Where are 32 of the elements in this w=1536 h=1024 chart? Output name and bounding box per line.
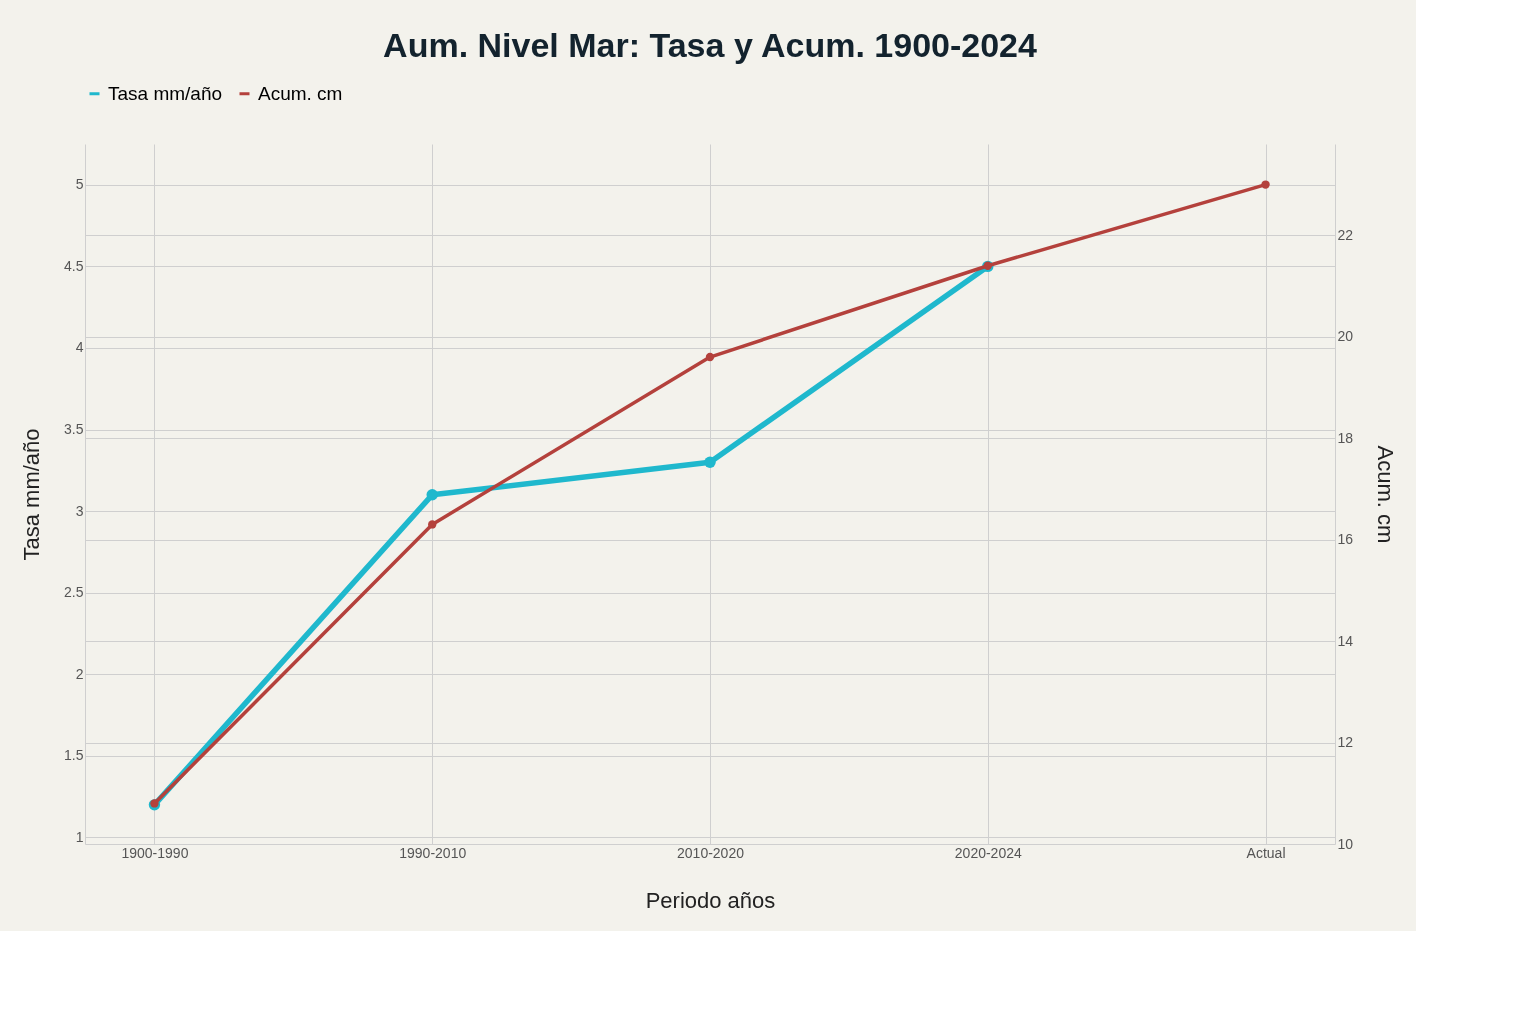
point — [704, 456, 716, 468]
y-tick-label: 5 — [75, 176, 84, 193]
x-tick-label: 2020-2024 — [954, 844, 1022, 861]
y-tick-label: 1 — [75, 828, 84, 845]
y2-axis-title: Acum. cm — [1373, 445, 1399, 544]
x-axis-title: Periodo años — [645, 887, 776, 913]
y2-tick-label: 20 — [1337, 328, 1354, 345]
point — [426, 489, 438, 501]
y-axis-title: Tasa mm/año — [19, 428, 45, 561]
y-tick-label: 4 — [75, 339, 84, 356]
y-tick-label: 2 — [75, 665, 84, 682]
point — [705, 352, 715, 362]
x-tick-label: 1990-2010 — [399, 844, 467, 861]
y-tick-label: 3.5 — [64, 421, 84, 438]
y-tick-label: 1.5 — [64, 747, 84, 764]
legend-label: Tasa mm/año — [108, 82, 223, 104]
x-tick-label: 2010-2020 — [677, 844, 745, 861]
chart-title: Aum. Nivel Mar: Tasa y Acum. 1900-2024 — [383, 26, 1038, 64]
y2-tick-label: 10 — [1337, 835, 1354, 852]
y2-tick-label: 14 — [1337, 632, 1354, 649]
legend-label: Acum. cm — [258, 82, 343, 104]
point — [428, 520, 437, 529]
x-tick-label: 1900-1990 — [121, 844, 189, 861]
y-tick-label: 3 — [75, 502, 84, 519]
y2-tick-label: 12 — [1337, 734, 1354, 751]
point — [1261, 180, 1270, 189]
y-tick-label: 4.5 — [64, 257, 84, 274]
y2-tick-label: 18 — [1337, 429, 1354, 446]
x-tick-label: Actual — [1246, 844, 1286, 861]
y-tick-label: 2.5 — [64, 584, 84, 601]
y2-tick-label: 16 — [1337, 531, 1354, 548]
y2-tick-label: 22 — [1337, 226, 1354, 243]
